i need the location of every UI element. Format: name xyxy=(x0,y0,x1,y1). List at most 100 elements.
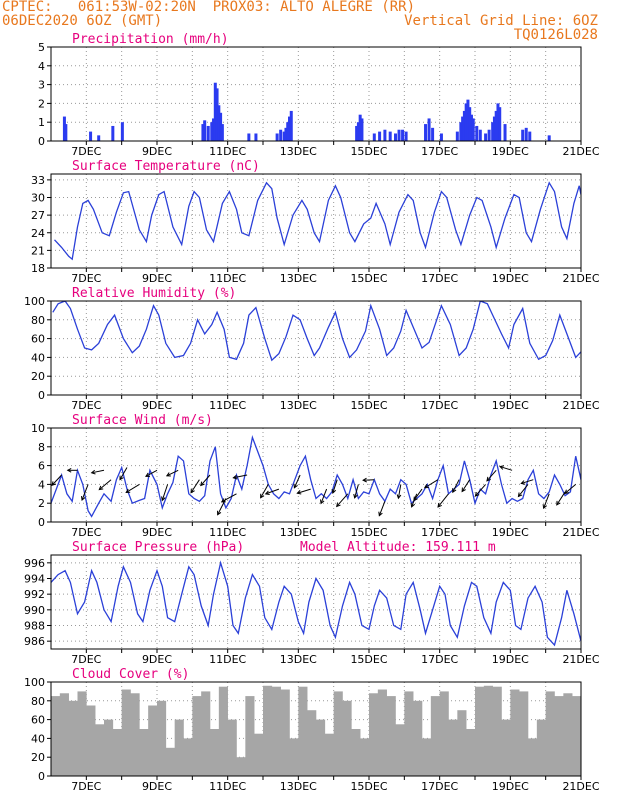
precipitation-bar xyxy=(64,124,68,141)
temperature-frame xyxy=(50,173,582,269)
cloud-cover-bar xyxy=(192,696,202,776)
precipitation-bar xyxy=(521,129,525,141)
temperature-panel: 18 21 24 27 30 33 7DEC 9DEC 11DEC 13DEC 15DEC 17DEC… xyxy=(31,159,600,285)
precipitation-bar xyxy=(394,133,397,141)
cloud-cover-bar xyxy=(324,733,334,776)
precipitation-bar xyxy=(464,103,468,141)
wind-vector xyxy=(81,484,89,502)
x-tick-label: 21DEC xyxy=(562,272,599,285)
cloud-cover-bar xyxy=(174,719,184,776)
y-tick-label: 996 xyxy=(24,557,45,570)
precipitation-bar xyxy=(494,110,498,141)
precipitation-bar xyxy=(547,135,551,141)
wind-vector xyxy=(145,469,158,477)
precipitation-bar xyxy=(397,129,401,141)
cloud-cover-bar xyxy=(342,700,352,776)
precipitation-bar xyxy=(284,127,288,141)
precipitation-bar xyxy=(528,131,532,141)
cloud-cover-bar xyxy=(201,691,211,776)
x-tick-label: 11DEC xyxy=(209,780,246,793)
precipitation-title: Precipitation (mm/h) xyxy=(72,32,229,47)
wind-vector xyxy=(378,501,386,517)
pressure-panel: 986 988 990 992 994 996 7DEC 9DEC 11DEC 13DEC 15DE… xyxy=(24,540,600,666)
temperature-line xyxy=(54,181,581,261)
cloud-cover-bar xyxy=(51,696,61,776)
cloud-cover-bar xyxy=(377,689,387,776)
cloud-cover-title: Cloud Cover (%) xyxy=(72,667,189,682)
cloud-cover-bar xyxy=(183,738,193,776)
y-tick-label: 60 xyxy=(31,333,45,346)
x-tick-label: 7DEC xyxy=(71,780,101,793)
wind-vector xyxy=(296,488,311,495)
precipitation-bar xyxy=(492,116,496,141)
x-tick-label: 9DEC xyxy=(142,145,172,158)
x-tick-label: 7DEC xyxy=(71,653,101,666)
precipitation-bar xyxy=(503,124,507,141)
pressure-title: Surface Pressure (hPa) xyxy=(72,540,244,555)
y-tick-label: 3 xyxy=(38,79,45,92)
precipitation-bar xyxy=(97,135,101,141)
precipitation-bar xyxy=(219,112,223,141)
wind-vector xyxy=(413,488,423,502)
wind-vector xyxy=(396,484,402,500)
x-tick-label: 17DEC xyxy=(421,145,458,158)
cloud-cover-bar xyxy=(457,710,467,776)
cloud-cover-bar xyxy=(263,685,273,776)
wind-vector xyxy=(564,484,577,495)
header-grid-note: Vertical Grid Line: 6OZ xyxy=(404,13,598,29)
y-tick-label: 0 xyxy=(38,516,45,529)
y-tick-label: 20 xyxy=(31,370,45,383)
cloud-cover-bar xyxy=(112,729,122,776)
y-tick-label: 2 xyxy=(38,497,45,510)
y-tick-label: 994 xyxy=(24,573,45,586)
x-tick-label: 21DEC xyxy=(562,145,599,158)
cloud-cover-bar xyxy=(563,693,573,776)
x-tick-label: 21DEC xyxy=(562,653,599,666)
precipitation-bar xyxy=(461,116,465,141)
y-tick-label: 0 xyxy=(38,770,45,783)
precipitation-bar xyxy=(378,131,382,141)
x-tick-label: 17DEC xyxy=(421,272,458,285)
x-tick-label: 13DEC xyxy=(280,653,317,666)
x-tick-label: 9DEC xyxy=(142,780,172,793)
precipitation-bar xyxy=(404,131,408,141)
precipitation-bar xyxy=(383,129,387,141)
cloud-cover-panel: 0 20 40 60 80 100 7DEC 9DEC 11DEC 13DEC 15DEC 17DEC… xyxy=(24,667,600,793)
precipitation-bar xyxy=(475,125,479,141)
wind-vector xyxy=(437,493,449,508)
x-tick-label: 19DEC xyxy=(492,526,529,539)
humidity-panel: 0 20 40 60 80 100 7DEC 9DEC 11DEC 13DEC 15DEC 17DEC… xyxy=(24,286,600,412)
y-tick-label: 990 xyxy=(24,604,45,617)
wind-vector xyxy=(90,469,105,475)
cloud-cover-bar xyxy=(510,689,520,776)
wind-vector xyxy=(517,484,529,498)
cloud-cover-bar xyxy=(519,691,529,776)
cloud-cover-bar xyxy=(466,729,476,776)
x-tick-label: 11DEC xyxy=(209,653,246,666)
y-tick-label: 24 xyxy=(31,227,45,240)
wind-vector xyxy=(486,469,497,482)
x-tick-label: 17DEC xyxy=(421,653,458,666)
y-tick-label: 4 xyxy=(38,60,45,73)
cloud-cover-bar xyxy=(483,685,493,776)
wind-vector xyxy=(542,493,550,510)
cloud-cover-bar xyxy=(536,719,546,776)
x-tick-label: 11DEC xyxy=(209,399,246,412)
wind-title: Surface Wind (m/s) xyxy=(72,413,213,428)
pressure-frame xyxy=(50,554,582,650)
humidity-title: Relative Humidity (%) xyxy=(72,286,236,301)
x-tick-label: 15DEC xyxy=(350,653,387,666)
x-tick-label: 11DEC xyxy=(209,272,246,285)
cloud-cover-bar xyxy=(528,738,538,776)
cloud-cover-bar xyxy=(236,757,246,776)
precipitation-bar xyxy=(210,122,214,141)
cloud-cover-bar xyxy=(554,696,564,776)
y-tick-label: 40 xyxy=(31,351,45,364)
precipitation-bar xyxy=(487,129,491,141)
x-tick-label: 7DEC xyxy=(71,526,101,539)
wind-vector xyxy=(452,479,460,494)
cloud-cover-bar xyxy=(360,738,370,776)
cloud-cover-bar xyxy=(475,686,485,776)
x-tick-label: 7DEC xyxy=(71,272,101,285)
precipitation-bar xyxy=(201,124,205,141)
